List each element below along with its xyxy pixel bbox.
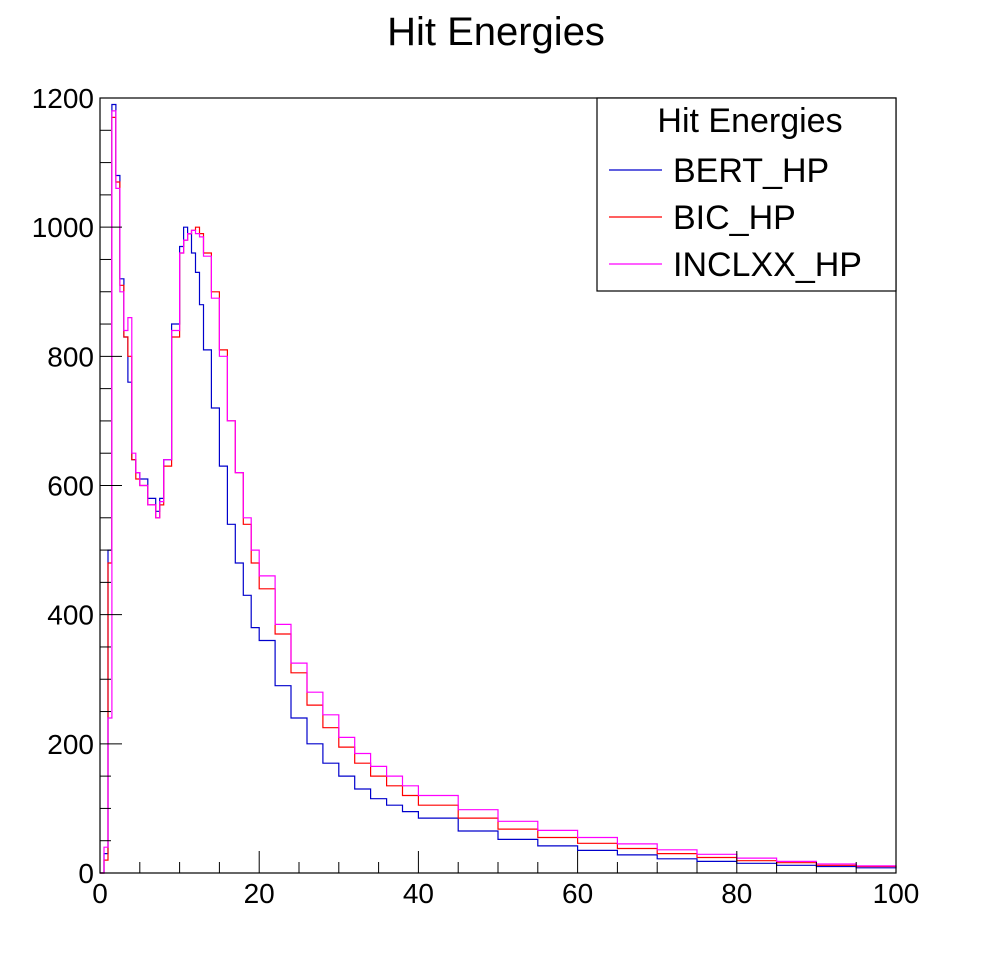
series-inclxx-hp-line <box>100 110 897 874</box>
chart-title: Hit Energies <box>387 10 605 54</box>
x-tick-label: 40 <box>403 878 434 909</box>
y-tick-label: 0 <box>78 858 94 889</box>
y-tick-label: 1000 <box>32 212 94 243</box>
y-tick-label: 800 <box>47 341 94 372</box>
x-tick-label: 60 <box>562 878 593 909</box>
x-tick-label: 100 <box>873 878 920 909</box>
legend: Hit Energies BERT_HP BIC_HP INCLXX_HP <box>596 97 897 292</box>
x-tick-label: 20 <box>244 878 275 909</box>
legend-box <box>596 97 897 292</box>
legend-label: INCLXX_HP <box>673 246 862 284</box>
legend-title: Hit Energies <box>657 102 842 140</box>
x-tick-label: 80 <box>721 878 752 909</box>
y-tick-label: 200 <box>47 729 94 760</box>
legend-label: BERT_HP <box>673 152 829 190</box>
y-tick-label: 1200 <box>32 83 94 114</box>
y-tick-label: 600 <box>47 471 94 502</box>
series-layer <box>100 103 897 874</box>
x-tick-label: 0 <box>92 878 108 909</box>
legend-label: BIC_HP <box>673 199 796 237</box>
y-tick-label: 400 <box>47 600 94 631</box>
